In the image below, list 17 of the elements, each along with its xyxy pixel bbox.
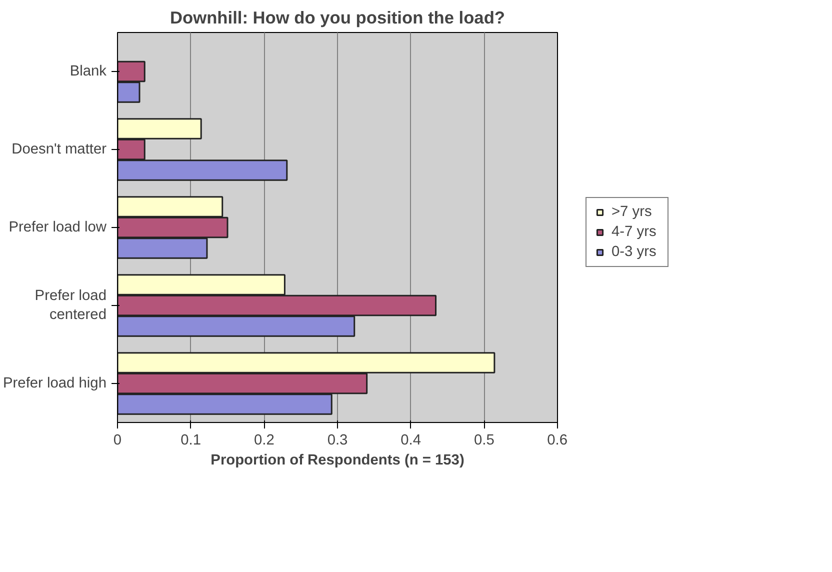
y-tick-label: Prefer load high [3,376,107,392]
x-tick-label: 0.4 [400,432,422,448]
legend-label: 0-3 yrs [612,244,658,260]
chart-title: Downhill: How do you position the load? [170,8,505,28]
x-tick-label: 0.3 [327,432,348,448]
x-axis-title: Proportion of Respondents (n = 153) [210,452,464,468]
y-tick-label: Doesn't matter [12,142,107,158]
x-tick-label: 0.1 [180,432,202,448]
x-tick-label: 0 [113,432,122,448]
legend-label: 4-7 yrs [612,224,658,240]
x-tick-label: 0.6 [547,432,568,448]
y-tick-label: Prefer load centered [34,288,107,324]
x-tick-label: 0.5 [474,432,494,448]
y-tick-label: Prefer load low [8,220,107,236]
x-tick-label: 0.2 [254,432,274,448]
legend-label: >7 yrs [612,204,653,220]
y-tick-label: Blank [70,64,108,80]
